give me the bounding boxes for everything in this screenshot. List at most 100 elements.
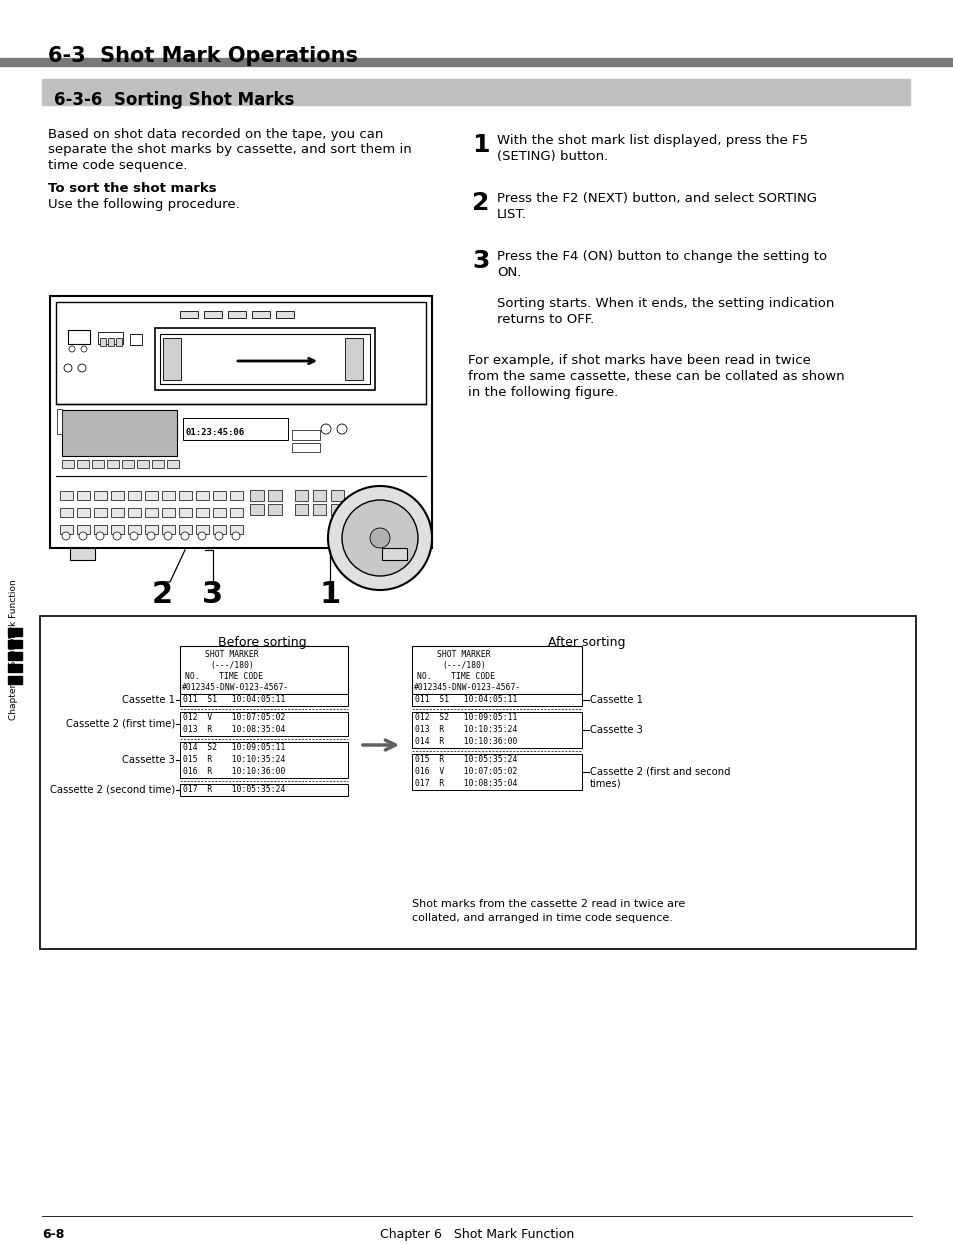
Circle shape [164,532,172,540]
Bar [294,504,308,515]
Bar [162,491,174,500]
Bar [8,639,22,648]
Text: 013  R    10:08:35:04: 013 R 10:08:35:04 [183,725,285,734]
Text: LIST.: LIST. [497,208,526,221]
Bar [128,525,141,534]
Bar [8,675,22,684]
Bar [98,332,123,345]
Bar [91,460,104,468]
Text: in the following figure.: in the following figure. [468,386,618,399]
Text: 016  V    10:07:05:02: 016 V 10:07:05:02 [415,768,517,776]
Text: 2: 2 [152,580,172,610]
Text: 3: 3 [472,249,489,272]
Text: (---/180): (---/180) [210,661,253,671]
Bar [183,418,288,440]
Text: Before sorting: Before sorting [217,636,306,649]
Bar [77,525,90,534]
Text: For example, if shot marks have been read in twice: For example, if shot marks have been rea… [468,355,810,367]
Bar [68,330,90,345]
Text: 1: 1 [472,133,489,157]
Bar [162,525,174,534]
Bar [100,338,106,346]
Circle shape [181,532,189,540]
Bar [160,333,370,384]
Text: Based on shot data recorded on the tape, you can: Based on shot data recorded on the tape,… [48,128,383,141]
Text: 6-3  Shot Mark Operations: 6-3 Shot Mark Operations [48,46,357,66]
Bar [128,491,141,500]
Text: 012  V    10:07:05:02: 012 V 10:07:05:02 [183,713,285,722]
Text: SHOT MARKER: SHOT MARKER [436,651,490,659]
Bar [145,525,158,534]
Circle shape [130,532,138,540]
Bar [412,694,581,707]
Text: 01:23:45:06: 01:23:45:06 [186,428,245,437]
Text: 017  R    10:05:35:24: 017 R 10:05:35:24 [183,785,285,794]
Bar [77,460,89,468]
Text: 012  S2   10:09:05:11: 012 S2 10:09:05:11 [415,713,517,722]
Bar [94,508,107,518]
Text: #012345-DNW-0123-4567-: #012345-DNW-0123-4567- [182,683,289,692]
Text: Press the F4 (ON) button to change the setting to: Press the F4 (ON) button to change the s… [497,250,826,262]
Circle shape [336,424,347,434]
Bar [111,525,124,534]
Text: NO.    TIME CODE: NO. TIME CODE [185,672,263,680]
Bar [122,460,133,468]
Bar [381,549,407,560]
Bar [213,508,226,518]
Text: 014  R    10:10:36:00: 014 R 10:10:36:00 [415,736,517,746]
Text: (SETING) button.: (SETING) button. [497,151,608,163]
Text: 016  R    10:10:36:00: 016 R 10:10:36:00 [183,768,285,776]
Bar [180,646,348,694]
Bar [8,652,22,661]
Text: 017  R    10:08:35:04: 017 R 10:08:35:04 [415,779,517,787]
Bar [250,504,264,515]
Bar [111,491,124,500]
Bar [412,646,581,694]
Bar [60,508,73,518]
Circle shape [214,532,223,540]
Text: Chapter 6   Shot Mark Function: Chapter 6 Shot Mark Function [10,580,18,720]
Bar [213,525,226,534]
Bar [180,741,348,778]
Bar [412,754,581,790]
Text: (---/180): (---/180) [441,661,485,671]
Bar [62,411,177,457]
Bar [108,338,113,346]
Circle shape [96,532,104,540]
Bar [252,311,270,318]
Bar [180,311,198,318]
Text: 011  S1   10:04:05:11: 011 S1 10:04:05:11 [183,695,285,704]
Text: 015  R    10:10:35:24: 015 R 10:10:35:24 [183,755,285,764]
Bar [204,311,222,318]
Bar [162,508,174,518]
Text: 6-3-6  Sorting Shot Marks: 6-3-6 Sorting Shot Marks [54,91,294,109]
Bar [292,443,319,452]
Text: 015  R    10:05:35:24: 015 R 10:05:35:24 [415,755,517,764]
Text: Chapter 6   Shot Mark Function: Chapter 6 Shot Mark Function [379,1228,574,1242]
Bar [50,296,432,549]
Bar [180,712,348,736]
Bar [116,338,122,346]
Bar [154,328,375,391]
Text: Cassette 2 (first and second: Cassette 2 (first and second [589,768,730,778]
Bar [77,508,90,518]
Text: 3: 3 [202,580,223,610]
Bar [40,616,915,949]
Text: separate the shot marks by cassette, and sort them in: separate the shot marks by cassette, and… [48,143,412,157]
Bar [94,491,107,500]
Text: 013  R    10:10:35:24: 013 R 10:10:35:24 [415,725,517,734]
Bar [179,525,192,534]
Bar [294,490,308,501]
Bar [228,311,246,318]
Circle shape [320,424,331,434]
Bar [345,338,363,379]
Bar [128,508,141,518]
Bar [230,525,243,534]
Bar [331,504,344,515]
Text: After sorting: After sorting [548,636,625,649]
Text: SHOT MARKER: SHOT MARKER [205,651,258,659]
Text: Cassette 1: Cassette 1 [122,695,174,705]
Text: from the same cassette, these can be collated as shown: from the same cassette, these can be col… [468,369,843,383]
Bar [195,525,209,534]
Text: times): times) [589,779,621,789]
